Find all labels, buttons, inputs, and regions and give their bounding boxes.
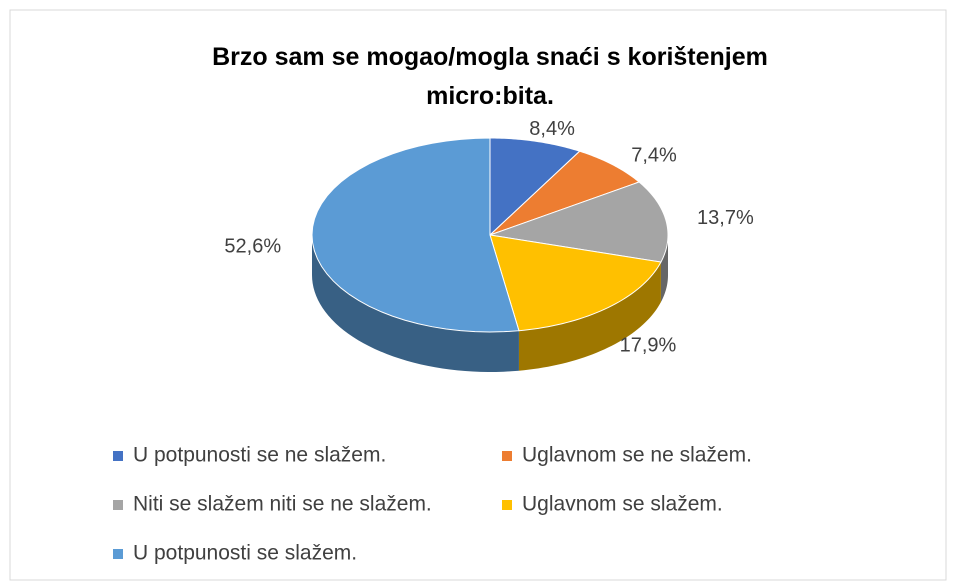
legend-label: Uglavnom se slažem. <box>522 493 723 516</box>
legend-label: Niti se slažem niti se ne slažem. <box>133 493 432 516</box>
data-label: 13,7% <box>697 207 754 229</box>
legend-swatch <box>113 500 123 510</box>
legend-label: Uglavnom se ne slažem. <box>522 444 752 467</box>
slice-side <box>312 235 519 372</box>
legend-label: U potpunosti se slažem. <box>133 542 357 565</box>
slice <box>311 137 520 333</box>
legend-swatch <box>502 500 512 510</box>
slice <box>489 137 581 237</box>
data-label: 52,6% <box>224 235 281 257</box>
chart-title: Brzo sam se mogao/mogla snaći s korišten… <box>212 43 768 110</box>
slice-side <box>518 262 661 371</box>
slice <box>489 234 662 332</box>
legend-swatch <box>113 549 123 559</box>
slice <box>489 150 641 236</box>
slice-side <box>660 235 668 303</box>
data-label: 7,4% <box>631 144 677 166</box>
data-label: 8,4% <box>529 118 575 140</box>
slice <box>489 181 669 263</box>
legend-label: U potpunosti se ne slažem. <box>133 444 386 467</box>
legend-swatch <box>113 451 123 461</box>
data-label: 17,9% <box>620 335 677 357</box>
legend-swatch <box>502 451 512 461</box>
